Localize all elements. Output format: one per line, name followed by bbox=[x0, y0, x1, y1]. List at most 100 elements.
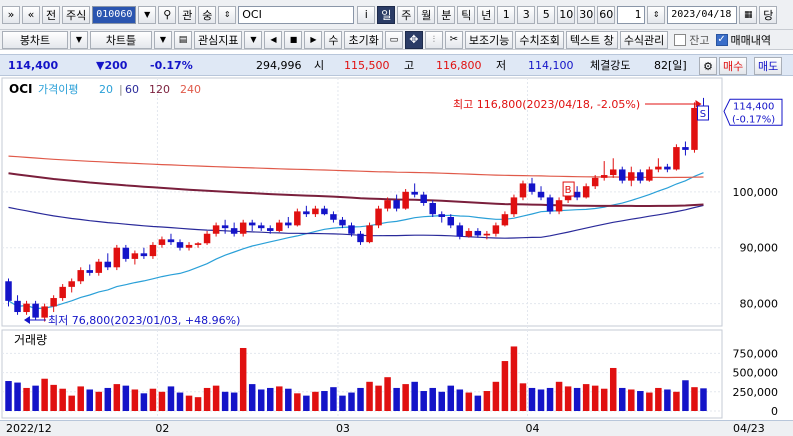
value-inquiry-button[interactable]: 수치조회 bbox=[515, 30, 564, 49]
volume-bar bbox=[176, 392, 184, 411]
rank-button[interactable]: 숭 bbox=[198, 5, 217, 24]
interval-spin-button[interactable]: ⇕ bbox=[647, 5, 666, 24]
count-button[interactable]: 수 bbox=[324, 30, 343, 49]
volume-bar bbox=[483, 391, 491, 411]
candle bbox=[429, 200, 436, 217]
save-icon[interactable]: ▤ bbox=[174, 30, 192, 49]
market-select[interactable]: 주식 bbox=[62, 5, 91, 24]
candle bbox=[339, 216, 346, 229]
volume-bar bbox=[429, 387, 436, 411]
balance-checkbox[interactable] bbox=[674, 33, 687, 46]
calendar-icon[interactable]: ▦ bbox=[739, 5, 758, 24]
favorite-indicators-button[interactable]: 관심지표 bbox=[194, 30, 243, 49]
pin-icon[interactable]: ⫶ bbox=[424, 30, 443, 49]
period-tick-button[interactable]: 틱 bbox=[457, 5, 476, 24]
buy-button[interactable]: 매수 bbox=[719, 57, 748, 75]
candle-body bbox=[285, 222, 292, 226]
price-chart[interactable]: 80,000 90,000 100,000 0 250,000 500,000 750,00… bbox=[0, 76, 793, 420]
volume-pane-frame bbox=[1, 329, 723, 419]
sell-button[interactable]: 매도 bbox=[754, 57, 783, 75]
volume-bar bbox=[447, 385, 455, 411]
period-minute-button[interactable]: 분 bbox=[437, 5, 456, 24]
stop-icon[interactable]: ■ bbox=[284, 30, 303, 49]
window-icon[interactable]: ▭ bbox=[384, 30, 403, 49]
stock-name-field[interactable]: OCI bbox=[238, 5, 355, 24]
candle-body bbox=[691, 107, 698, 150]
magnifier-icon[interactable]: ⚲ bbox=[158, 5, 177, 24]
candle bbox=[555, 197, 563, 215]
settings-icon[interactable]: ⚙ bbox=[699, 57, 717, 75]
interval-input[interactable]: 1 bbox=[617, 5, 646, 24]
expand-button[interactable]: » bbox=[2, 5, 20, 24]
interval-1-button[interactable]: 1 bbox=[497, 5, 516, 24]
candle bbox=[691, 102, 698, 153]
interval-30-button[interactable]: 30 bbox=[577, 5, 596, 24]
chart-frame-dropdown[interactable]: ▼ bbox=[154, 30, 172, 49]
ma60-line bbox=[8, 204, 704, 239]
candle-body bbox=[221, 225, 229, 229]
text-window-button[interactable]: 텍스트 창 bbox=[565, 30, 618, 49]
stock-code-input[interactable]: 010060 bbox=[92, 5, 137, 24]
candle bbox=[664, 163, 671, 173]
candle-body bbox=[267, 228, 274, 231]
favorite-indicators-dropdown[interactable]: ▼ bbox=[244, 30, 263, 49]
interval-10-button[interactable]: 10 bbox=[557, 5, 576, 24]
candle-body bbox=[68, 281, 75, 287]
candle bbox=[501, 211, 509, 227]
date-input[interactable]: 2023/04/18 bbox=[667, 5, 738, 24]
candle-body bbox=[23, 303, 30, 313]
group-button[interactable]: 관 bbox=[178, 5, 197, 24]
trade-history-checkbox[interactable]: ✓ bbox=[715, 33, 728, 46]
candle-body bbox=[185, 244, 193, 248]
candle bbox=[637, 169, 644, 184]
scroll-right-icon[interactable]: ▶ bbox=[304, 30, 323, 49]
formula-manager-button[interactable]: 수식관리 bbox=[619, 30, 669, 49]
candle-chart-button[interactable]: 봉차트 bbox=[2, 30, 68, 49]
volume-bar bbox=[366, 381, 373, 411]
chart-frame-button[interactable]: 차트틀 bbox=[90, 30, 152, 49]
toolbar-bottom: 봉차트 ▼ 차트틀 ▼ ▤ 관심지표 ▼ ◀ ■ ▶ 수 초기화 ▭ ✥ ⫶ ✂… bbox=[0, 30, 793, 50]
stock-info-button[interactable]: i bbox=[357, 5, 376, 24]
prev-button[interactable]: 전 bbox=[42, 5, 60, 24]
buy-signal-label: B bbox=[565, 185, 572, 196]
code-dropdown-button[interactable]: ▼ bbox=[138, 5, 157, 24]
volume-bar bbox=[384, 377, 391, 411]
candle bbox=[321, 205, 328, 216]
volume-bar bbox=[32, 385, 39, 411]
candle-body bbox=[637, 172, 644, 181]
low-label: 저 bbox=[496, 59, 507, 72]
candle-body bbox=[366, 225, 373, 243]
candle-body bbox=[131, 253, 139, 259]
volume-bar bbox=[257, 389, 265, 411]
volume-bar bbox=[691, 387, 698, 411]
today-button[interactable]: 당 bbox=[759, 5, 778, 24]
candle-chart-dropdown[interactable]: ▼ bbox=[70, 30, 88, 49]
scissors-icon[interactable]: ✂ bbox=[444, 30, 463, 49]
candle bbox=[23, 300, 30, 315]
candle bbox=[203, 230, 211, 245]
updown-icon[interactable]: ⇕ bbox=[218, 5, 237, 24]
candle bbox=[95, 258, 103, 276]
candle bbox=[248, 219, 256, 231]
interval-3-button[interactable]: 3 bbox=[517, 5, 536, 24]
x-tick-label: 04/23 bbox=[733, 422, 765, 435]
period-week-button[interactable]: 주 bbox=[397, 5, 416, 24]
collapse-button[interactable]: « bbox=[22, 5, 40, 24]
period-day-button[interactable]: 일 bbox=[377, 5, 396, 24]
period-year-button[interactable]: 년 bbox=[477, 5, 496, 24]
candle bbox=[682, 141, 689, 156]
interval-60-button[interactable]: 60 bbox=[597, 5, 616, 24]
interval-5-button[interactable]: 5 bbox=[537, 5, 556, 24]
crosshair-icon[interactable]: ✥ bbox=[404, 30, 423, 49]
scroll-left-icon[interactable]: ◀ bbox=[264, 30, 283, 49]
volume-bar bbox=[609, 367, 617, 411]
candle bbox=[646, 166, 653, 182]
period-month-button[interactable]: 월 bbox=[417, 5, 436, 24]
reset-button[interactable]: 초기화 bbox=[344, 30, 383, 49]
volume-bar bbox=[131, 389, 139, 411]
candle-body bbox=[140, 253, 148, 257]
candle bbox=[239, 219, 247, 237]
volume-bar bbox=[86, 389, 93, 411]
auxiliary-functions-button[interactable]: 보조기능 bbox=[464, 30, 514, 49]
candle-body bbox=[312, 208, 319, 215]
